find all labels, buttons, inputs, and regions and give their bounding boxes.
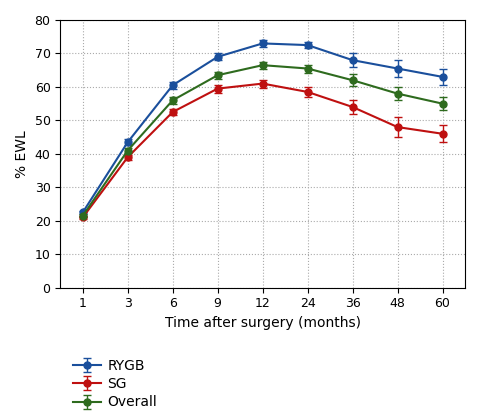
Legend: RYGB, SG, Overall: RYGB, SG, Overall: [67, 353, 163, 411]
X-axis label: Time after surgery (months): Time after surgery (months): [165, 316, 360, 330]
Y-axis label: % EWL: % EWL: [15, 130, 29, 178]
